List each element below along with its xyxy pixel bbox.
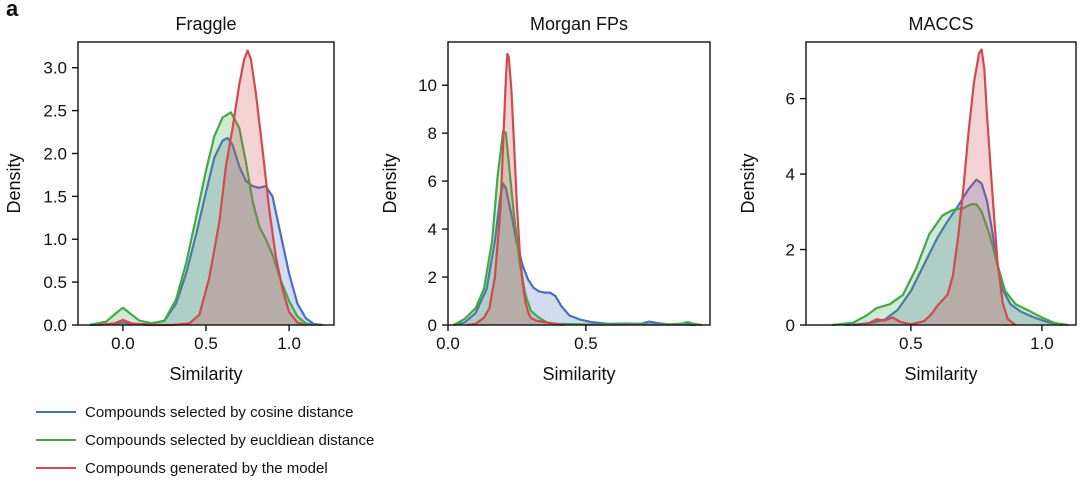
maccs-xtick-label-1: 1.0 — [1030, 334, 1054, 353]
morgan-area-euclidean — [453, 130, 702, 325]
legend-label-cosine: Compounds selected by cosine distance — [85, 403, 354, 421]
maccs-line-generated — [853, 48, 1017, 327]
legend-item-euclidean: Compounds selected by eucldiean distance — [36, 426, 374, 454]
fraggle-xlabel: Similarity — [169, 364, 242, 384]
fraggle-ytick-label-3: 1.5 — [43, 187, 67, 206]
morgan-ytick-label-0: 0 — [428, 316, 437, 335]
maccs-area-generated — [853, 49, 1016, 325]
fraggle-ytick-label-5: 2.5 — [43, 102, 67, 121]
legend-swatch-euclidean — [36, 439, 76, 441]
maccs-ytick-label-0: 0 — [786, 316, 795, 335]
morgan-ytick-label-1: 2 — [428, 268, 437, 287]
panel-label: a — [6, 0, 19, 21]
fraggle-xtick-label-1: 0.5 — [194, 334, 218, 353]
morgan-ylabel: Density — [380, 153, 400, 213]
fraggle-ytick-label-6: 3.0 — [43, 59, 67, 78]
fraggle-area-cosine — [89, 138, 323, 325]
morgan-ytick-label-5: 10 — [418, 76, 437, 95]
legend-item-cosine: Compounds selected by cosine distance — [36, 398, 374, 426]
morgan-xtick-label-0: 0.0 — [436, 334, 460, 353]
fraggle-area-euclidean — [89, 112, 315, 325]
fraggle-ytick-label-2: 1.0 — [43, 230, 67, 249]
legend-item-generated: Compounds generated by the model — [36, 454, 374, 482]
morgan-ytick-label-3: 6 — [428, 172, 437, 191]
maccs-line-euclidean — [832, 203, 1069, 327]
maccs-xtick-label-0: 0.5 — [899, 334, 923, 353]
maccs-area-euclidean — [832, 204, 1069, 325]
morgan-xtick-label-1: 0.5 — [574, 334, 598, 353]
fraggle-title: Fraggle — [175, 14, 236, 34]
fraggle-ytick-label-4: 2.0 — [43, 144, 67, 163]
maccs-ytick-label-3: 6 — [786, 90, 795, 109]
legend-label-euclidean: Compounds selected by eucldiean distance — [85, 431, 375, 449]
legend: Compounds selected by cosine distance Co… — [36, 398, 374, 482]
fraggle-ylabel: Density — [4, 153, 24, 213]
maccs-title: MACCS — [908, 14, 973, 34]
morgan-title: Morgan FPs — [530, 14, 628, 34]
morgan-xlabel: Similarity — [542, 364, 615, 384]
morgan-ytick-label-4: 8 — [428, 124, 437, 143]
fraggle-xtick-label-2: 1.0 — [277, 334, 301, 353]
maccs-ylabel: Density — [738, 153, 758, 213]
maccs-line-cosine — [845, 178, 1064, 327]
maccs-xlabel: Similarity — [904, 364, 977, 384]
legend-swatch-cosine — [36, 411, 76, 413]
maccs-ytick-label-2: 4 — [786, 165, 795, 184]
maccs-area-cosine — [845, 179, 1063, 325]
morgan-frame — [447, 41, 711, 326]
maccs-ytick-label-1: 2 — [786, 241, 795, 260]
figure-canvas: Fraggle 0.0 0.5 1.0 0.0 0.5 1.0 1.5 2.0 2.5 3.0 Sim… — [4, 14, 1077, 384]
fraggle-area-generated — [97, 50, 306, 325]
morgan-area-cosine — [453, 183, 697, 325]
maccs-frame — [805, 41, 1077, 326]
fraggle-ytick-label-0: 0.0 — [43, 316, 67, 335]
legend-label-generated: Compounds generated by the model — [85, 459, 328, 477]
morgan-line-cosine — [453, 182, 697, 327]
morgan-line-generated — [467, 52, 564, 327]
fraggle-ytick-label-1: 0.5 — [43, 273, 67, 292]
fraggle-xtick-label-0: 0.0 — [111, 334, 135, 353]
morgan-ytick-label-2: 4 — [428, 220, 437, 239]
legend-swatch-generated — [36, 467, 76, 469]
